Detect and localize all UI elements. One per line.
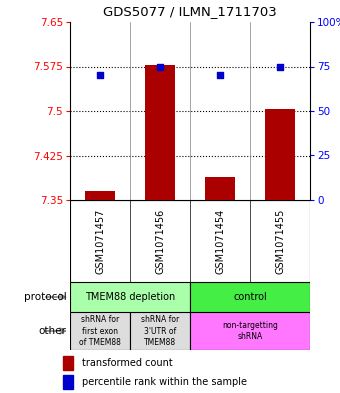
Bar [63, 375, 73, 389]
Text: GSM1071456: GSM1071456 [155, 208, 165, 274]
Point [157, 63, 163, 70]
Text: TMEM88 depletion: TMEM88 depletion [85, 292, 175, 302]
Text: protocol: protocol [24, 292, 67, 302]
Point [97, 72, 103, 79]
Bar [145, 65, 175, 200]
Bar [265, 109, 295, 200]
Bar [63, 356, 73, 370]
Text: shRNA for
3'UTR of
TMEM88: shRNA for 3'UTR of TMEM88 [141, 316, 179, 347]
Text: GSM1071454: GSM1071454 [215, 208, 225, 274]
Text: control: control [233, 292, 267, 302]
Text: GSM1071457: GSM1071457 [95, 208, 105, 274]
Bar [205, 178, 235, 200]
Text: percentile rank within the sample: percentile rank within the sample [82, 377, 247, 387]
Bar [70, 312, 130, 350]
Point [217, 72, 223, 79]
Bar [130, 312, 190, 350]
Text: shRNA for
first exon
of TMEM88: shRNA for first exon of TMEM88 [79, 316, 121, 347]
Bar [190, 312, 310, 350]
Bar [85, 191, 115, 200]
Point [277, 63, 283, 70]
Bar [190, 282, 310, 312]
Text: other: other [39, 326, 67, 336]
Bar [70, 282, 190, 312]
Text: transformed count: transformed count [82, 358, 173, 368]
Title: GDS5077 / ILMN_1711703: GDS5077 / ILMN_1711703 [103, 5, 277, 18]
Text: non-targetting
shRNA: non-targetting shRNA [222, 321, 278, 341]
Text: GSM1071455: GSM1071455 [275, 208, 285, 274]
